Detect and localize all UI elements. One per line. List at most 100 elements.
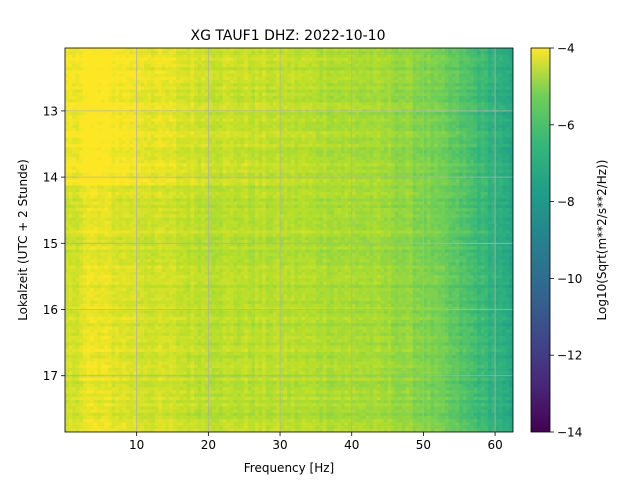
heatmap-cell bbox=[118, 64, 123, 68]
heatmap-cell bbox=[455, 57, 460, 62]
heatmap-cell bbox=[190, 51, 195, 55]
heatmap-cell bbox=[455, 60, 460, 65]
heatmap-cell bbox=[502, 48, 507, 52]
heatmap-cell bbox=[176, 54, 181, 59]
heatmap-cell bbox=[495, 57, 500, 62]
heatmap-cell bbox=[326, 83, 331, 87]
heatmap-cell bbox=[143, 80, 149, 84]
heatmap-cell bbox=[290, 57, 295, 62]
heatmap-cell bbox=[151, 60, 156, 65]
heatmap-cell bbox=[65, 60, 70, 65]
heatmap-cell bbox=[333, 86, 338, 91]
heatmap-cell bbox=[272, 89, 278, 94]
heatmap-cell bbox=[240, 92, 245, 97]
heatmap-cell bbox=[82, 70, 88, 75]
heatmap-cell bbox=[118, 76, 123, 81]
heatmap-cell bbox=[387, 76, 392, 81]
heatmap-cell bbox=[100, 89, 106, 94]
heatmap-cell bbox=[462, 57, 467, 62]
heatmap-cell bbox=[262, 73, 267, 78]
heatmap-cell bbox=[430, 76, 435, 81]
heatmap-cell bbox=[473, 86, 478, 91]
heatmap-cell bbox=[258, 48, 263, 52]
heatmap-cell bbox=[179, 76, 184, 81]
heatmap-cell bbox=[140, 48, 145, 52]
heatmap-cell bbox=[401, 57, 407, 62]
heatmap-cell bbox=[118, 51, 123, 55]
heatmap-cell bbox=[502, 73, 507, 78]
heatmap-cell bbox=[222, 73, 227, 78]
heatmap-cell bbox=[265, 57, 270, 62]
heatmap-cell bbox=[222, 76, 227, 81]
heatmap-cell bbox=[430, 80, 435, 84]
heatmap-cell bbox=[469, 51, 475, 55]
heatmap-cell bbox=[190, 76, 195, 81]
heatmap-cell bbox=[423, 73, 428, 78]
heatmap-cell bbox=[287, 70, 292, 75]
heatmap-cell bbox=[82, 83, 88, 87]
heatmap-cell bbox=[484, 76, 489, 81]
heatmap-cell bbox=[97, 92, 102, 97]
heatmap-cell bbox=[409, 76, 414, 81]
heatmap-cell bbox=[455, 76, 460, 81]
heatmap-cell bbox=[254, 64, 260, 68]
heatmap-cell bbox=[401, 60, 407, 65]
heatmap-cell bbox=[376, 83, 381, 87]
heatmap-cell bbox=[161, 80, 166, 84]
heatmap-cell bbox=[183, 70, 188, 75]
heatmap-cell bbox=[301, 89, 306, 94]
heatmap-cell bbox=[93, 57, 98, 62]
heatmap-cell bbox=[437, 48, 442, 52]
heatmap-cell bbox=[269, 83, 274, 87]
heatmap-cell bbox=[348, 54, 353, 59]
heatmap-cell bbox=[498, 54, 503, 59]
heatmap-cell bbox=[355, 73, 360, 78]
heatmap-cell bbox=[412, 83, 417, 87]
heatmap-cell bbox=[505, 76, 511, 81]
heatmap-cell bbox=[351, 54, 356, 59]
heatmap-cell bbox=[387, 83, 392, 87]
heatmap-cell bbox=[330, 86, 335, 91]
heatmap-cell bbox=[473, 73, 478, 78]
heatmap-cell bbox=[405, 86, 410, 91]
heatmap-cell bbox=[312, 60, 317, 65]
heatmap-cell bbox=[505, 64, 511, 68]
heatmap-cell bbox=[65, 80, 70, 84]
heatmap-cell bbox=[351, 57, 356, 62]
heatmap-cell bbox=[276, 48, 281, 52]
heatmap-cell bbox=[118, 60, 123, 65]
heatmap-cell bbox=[434, 86, 439, 91]
heatmap-cell bbox=[323, 80, 328, 84]
heatmap-cell bbox=[204, 76, 209, 81]
heatmap-cell bbox=[380, 92, 385, 97]
heatmap-cell bbox=[154, 76, 159, 81]
heatmap-cell bbox=[419, 73, 424, 78]
heatmap-cell bbox=[280, 76, 285, 81]
heatmap-cell bbox=[434, 51, 439, 55]
heatmap-cell bbox=[394, 86, 399, 91]
heatmap-cell bbox=[330, 73, 335, 78]
heatmap-cell bbox=[484, 67, 489, 71]
heatmap-cell bbox=[186, 76, 192, 81]
heatmap-cell bbox=[294, 92, 299, 97]
heatmap-cell bbox=[179, 83, 184, 87]
heatmap-cell bbox=[401, 64, 407, 68]
heatmap-cells bbox=[65, 48, 513, 432]
heatmap-cell bbox=[509, 70, 513, 75]
heatmap-cell bbox=[147, 51, 152, 55]
heatmap-cell bbox=[172, 86, 177, 91]
heatmap-cell bbox=[72, 89, 77, 94]
heatmap-cell bbox=[394, 80, 399, 84]
heatmap-cell bbox=[201, 64, 206, 68]
heatmap-cell bbox=[201, 70, 206, 75]
heatmap-cell bbox=[473, 76, 478, 81]
heatmap-cell bbox=[104, 57, 109, 62]
heatmap-cell bbox=[176, 76, 181, 81]
heatmap-cell bbox=[297, 54, 303, 59]
heatmap-cell bbox=[344, 57, 349, 62]
heatmap-cell bbox=[444, 51, 450, 55]
heatmap-cell bbox=[86, 51, 91, 55]
heatmap-cell bbox=[276, 57, 281, 62]
heatmap-cell bbox=[383, 76, 389, 81]
heatmap-cell bbox=[215, 92, 220, 97]
